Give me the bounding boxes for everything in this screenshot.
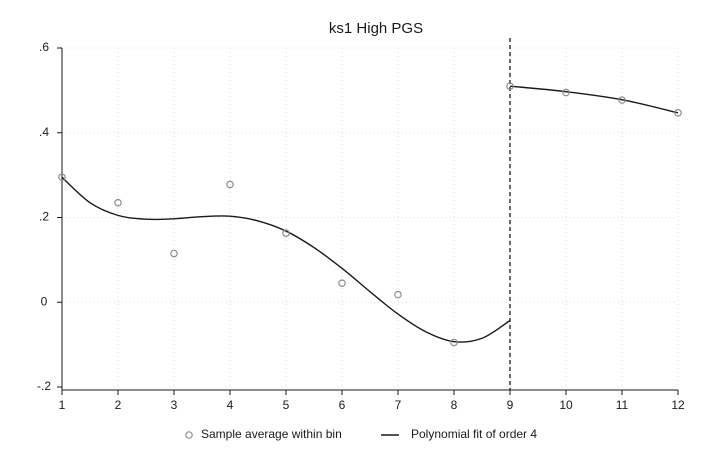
legend-label-points: Sample average within bin <box>201 427 342 441</box>
legend-label-line: Polynomial fit of order 4 <box>411 427 537 441</box>
x-tick-label: 2 <box>115 398 122 412</box>
data-point <box>450 338 458 347</box>
y-tick-label: 0 <box>41 294 48 308</box>
chart-title: ks1 High PGS <box>329 20 423 37</box>
y-tick-label: .4 <box>39 125 49 139</box>
x-tick-label: 11 <box>616 398 629 412</box>
x-tick-label: 1 <box>59 398 66 412</box>
data-point <box>674 109 682 117</box>
y-tick-label: -.2 <box>37 379 51 393</box>
data-point <box>170 249 178 258</box>
data-point <box>394 290 402 299</box>
x-tick-label: 4 <box>227 398 234 412</box>
data-point <box>562 88 570 97</box>
y-tick-label: .6 <box>39 40 49 54</box>
data-point <box>618 96 626 104</box>
data-point <box>338 279 346 287</box>
x-tick-label: 8 <box>451 398 458 412</box>
data-point <box>282 229 290 237</box>
data-point <box>58 173 66 182</box>
x-tick-label: 12 <box>671 398 685 412</box>
grid <box>61 47 679 388</box>
fit-line-segment <box>61 176 511 343</box>
x-tick-label: 3 <box>171 398 178 412</box>
y-tick-label: .2 <box>39 210 49 224</box>
x-tick-label: 10 <box>559 398 573 412</box>
series-group <box>58 82 682 347</box>
legend-marker-points <box>185 431 193 439</box>
fit-line-segment <box>509 85 679 114</box>
data-point <box>114 198 122 207</box>
data-point <box>226 180 234 189</box>
x-tick-label: 7 <box>395 398 402 412</box>
data-point <box>506 82 514 90</box>
axes: -.20.2.4.61 2 3 4 5 6 7 8 9 10 11 12 <box>37 40 685 412</box>
x-tick-label: 5 <box>283 398 290 412</box>
legend: Sample average within bin Polynomial fit … <box>185 427 537 441</box>
x-tick-label: 9 <box>507 398 514 412</box>
x-tick-label: 6 <box>339 398 346 412</box>
